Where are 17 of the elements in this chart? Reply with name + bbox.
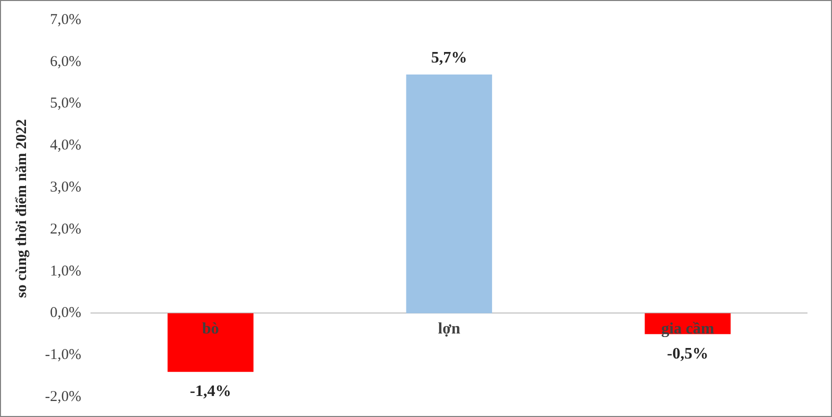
y-tick-label: 5,0%: [50, 96, 82, 112]
x-tick-label: lợn: [438, 320, 460, 338]
y-tick-label: 1,0%: [50, 263, 82, 280]
y-tick-label: 0,0%: [50, 305, 82, 322]
data-label: 5,7%: [431, 50, 468, 67]
x-tick-label: gia cầm: [661, 320, 715, 338]
data-label: -0,5%: [667, 345, 708, 362]
y-tick-label: 7,0%: [50, 12, 82, 28]
y-axis-title: so cùng thời điểm năm 2022: [14, 119, 30, 298]
data-label: -1,4%: [190, 383, 232, 400]
x-tick-label: bò: [202, 320, 219, 338]
y-tick-label: -1,0%: [44, 347, 82, 364]
y-tick-label: 6,0%: [50, 54, 82, 70]
y-tick-label: 3,0%: [50, 179, 82, 196]
y-tick-label: 4,0%: [50, 138, 82, 154]
y-tick-label: 2,0%: [50, 221, 82, 238]
y-tick-label: -2,0%: [44, 388, 82, 405]
